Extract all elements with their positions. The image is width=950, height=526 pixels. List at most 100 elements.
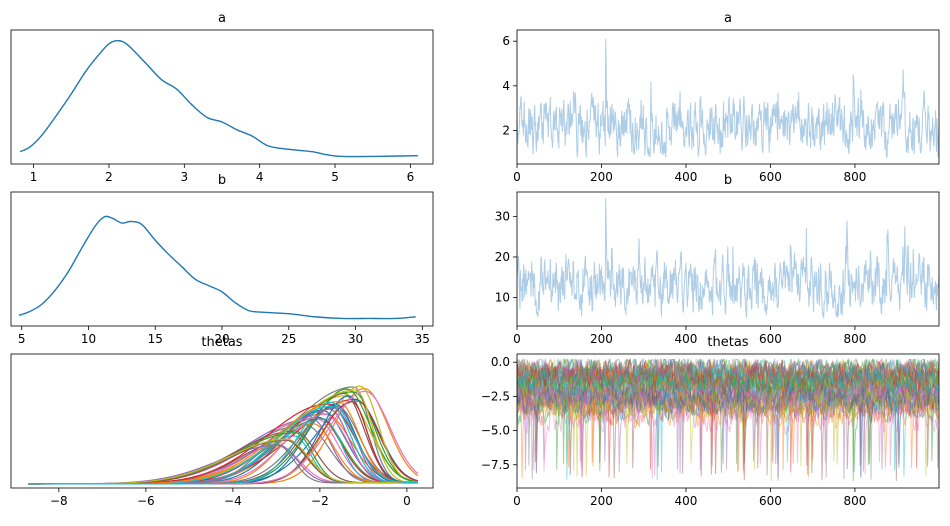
panel-thetas-trace-xtick-label: 600 [759, 494, 782, 508]
panel-a-trace-ytick-label: 2 [502, 124, 510, 138]
panel-thetas-trace-ytick-label: −5.0 [481, 424, 510, 438]
panel-thetas-trace-trace-line [516, 369, 940, 477]
panel-thetas-density-xtick-label: −6 [137, 494, 155, 508]
panel-b-trace-frame [516, 191, 940, 327]
panel-b-density-xtick-label: 5 [18, 332, 26, 346]
panel-thetas-trace-trace-line [516, 377, 939, 481]
panel-thetas-trace-trace-line [516, 357, 940, 481]
panel-thetas-trace-trace-line [516, 371, 940, 479]
panel-thetas-trace-trace-line [516, 363, 940, 480]
panel-b-trace-ytick-label: 20 [495, 250, 510, 264]
panel-thetas-trace-trace-line [516, 358, 940, 481]
panel-thetas-trace-ytick-label: −7.5 [481, 458, 510, 472]
panel-b-trace-trace-line [516, 198, 940, 319]
panel-b-density-xtick-label: 15 [148, 332, 163, 346]
panel-a-density-xtick-label: 6 [407, 170, 415, 184]
panel-thetas-density: thetas −8 −6 −4 −2 0 [10, 335, 434, 508]
panel-thetas-trace-trace-line [516, 358, 940, 473]
panel-thetas-trace-trace-line [516, 386, 940, 425]
panel-thetas-density-xtick-label: −8 [50, 494, 68, 508]
panel-a-trace-xtick-label: 800 [843, 170, 866, 184]
panel-thetas-trace-frame [516, 353, 940, 489]
panel-a-density-frame [10, 29, 434, 165]
panel-thetas-trace-trace-line [516, 357, 940, 477]
panel-thetas-trace-trace-line [516, 379, 940, 473]
panel-a-trace-ytick-label: 4 [502, 79, 510, 93]
panel-a-trace-ytick-label: 6 [502, 34, 510, 48]
panel-thetas-trace-trace-line [516, 362, 939, 482]
panel-thetas-trace-trace-line [516, 367, 940, 482]
panel-thetas-trace-trace-line [516, 364, 940, 400]
panel-a-density-xtick-label: 2 [105, 170, 113, 184]
panel-b-trace-xtick-label: 600 [759, 332, 782, 346]
panel-thetas-trace-trace-line [516, 358, 940, 472]
panel-thetas-trace-trace-line [516, 367, 940, 479]
panel-b-density-density-line [18, 215, 416, 320]
panel-a-trace-xtick-label: 0 [513, 170, 521, 184]
panel-a-density-xtick-label: 3 [181, 170, 189, 184]
panel-thetas-trace-trace-line [516, 361, 940, 473]
panel-thetas-trace-trace-line [516, 382, 940, 465]
panel-thetas-trace-trace-line [516, 381, 940, 476]
panel-b-trace-xtick-label: 200 [590, 332, 613, 346]
panel-b-density-frame [10, 191, 434, 327]
panel-thetas-density-title: thetas [201, 335, 242, 350]
panel-a-trace-title: a [724, 11, 732, 26]
panel-thetas-trace-trace-line [516, 357, 940, 480]
panel-a-trace-trace-line [516, 38, 940, 158]
panel-thetas-trace-xtick-label: 0 [513, 494, 521, 508]
panel-thetas-trace-trace-line [516, 380, 940, 464]
panel-a-trace-xtick-label: 400 [675, 170, 698, 184]
panel-thetas-density-frame [10, 353, 434, 489]
panel-thetas-trace-trace-line [516, 377, 940, 481]
panel-thetas-trace-xtick-label: 200 [590, 494, 613, 508]
panel-b-trace-xtick-label: 0 [513, 332, 521, 346]
panel-a-density-xtick-label: 1 [30, 170, 38, 184]
panel-thetas-trace-trace-line [516, 392, 939, 476]
panel-a-density-xtick-label: 5 [331, 170, 339, 184]
panel-thetas-density-density-line [28, 401, 418, 485]
panel-thetas-trace-trace-line [516, 385, 940, 479]
panel-a-density: a 1 2 3 4 5 6 [10, 11, 434, 184]
panel-thetas-trace-ytick-label: −2.5 [481, 389, 510, 403]
panel-thetas-trace-trace-line [516, 377, 940, 481]
panel-b-density-xtick-label: 25 [281, 332, 296, 346]
panel-b-trace-ytick-label: 10 [495, 291, 510, 305]
panel-b-density: b 5 10 15 20 25 30 35 [10, 173, 434, 346]
panel-a-density-density-line [19, 39, 418, 158]
panel-thetas-density-density-line [28, 430, 418, 485]
panel-b-trace-xtick-label: 400 [675, 332, 698, 346]
panel-thetas-trace-trace-line [516, 378, 940, 480]
panel-thetas-trace-trace-line [516, 357, 940, 472]
panel-thetas-trace-trace-line [516, 357, 939, 469]
panel-thetas-trace-trace-line [516, 383, 940, 475]
panel-a-density-title: a [218, 11, 226, 26]
panel-thetas-trace: thetas 0 200 400 600 800 0.0 −2.5 −5.0 −7.5 [481, 335, 940, 508]
panel-b-density-xtick-label: 20 [214, 332, 229, 346]
panel-thetas-trace-trace-line [516, 358, 940, 476]
panel-thetas-trace-trace-line [516, 360, 940, 477]
panel-thetas-trace-xtick-label: 800 [843, 494, 866, 508]
panel-thetas-density-xtick-label: −2 [311, 494, 329, 508]
panel-thetas-trace-trace-line [516, 357, 940, 480]
panel-thetas-trace-ytick-label: 0.0 [491, 355, 510, 369]
panel-b-density-xtick-label: 10 [81, 332, 96, 346]
panel-a-trace: a 0 200 400 600 800 2 4 6 [502, 11, 940, 184]
panel-b-density-title: b [218, 173, 226, 188]
panel-thetas-trace-title: thetas [707, 335, 748, 350]
panel-a-trace-frame [516, 29, 940, 165]
panel-thetas-trace-xtick-label: 400 [675, 494, 698, 508]
panel-thetas-trace-trace-line [516, 394, 940, 477]
panel-thetas-trace-trace-line [516, 365, 940, 478]
panel-b-density-xtick-label: 30 [348, 332, 363, 346]
panel-b-trace-title: b [724, 173, 732, 188]
panel-a-trace-xtick-label: 200 [590, 170, 613, 184]
panel-thetas-trace-trace-line [516, 386, 940, 472]
panel-thetas-trace-trace-line [516, 399, 940, 462]
panel-b-trace-ytick-label: 30 [495, 209, 510, 223]
panel-a-density-xtick-label: 4 [256, 170, 264, 184]
panel-b-trace-xtick-label: 800 [843, 332, 866, 346]
panel-thetas-trace-trace-line [516, 374, 940, 479]
panel-thetas-density-xtick-label: −4 [224, 494, 242, 508]
